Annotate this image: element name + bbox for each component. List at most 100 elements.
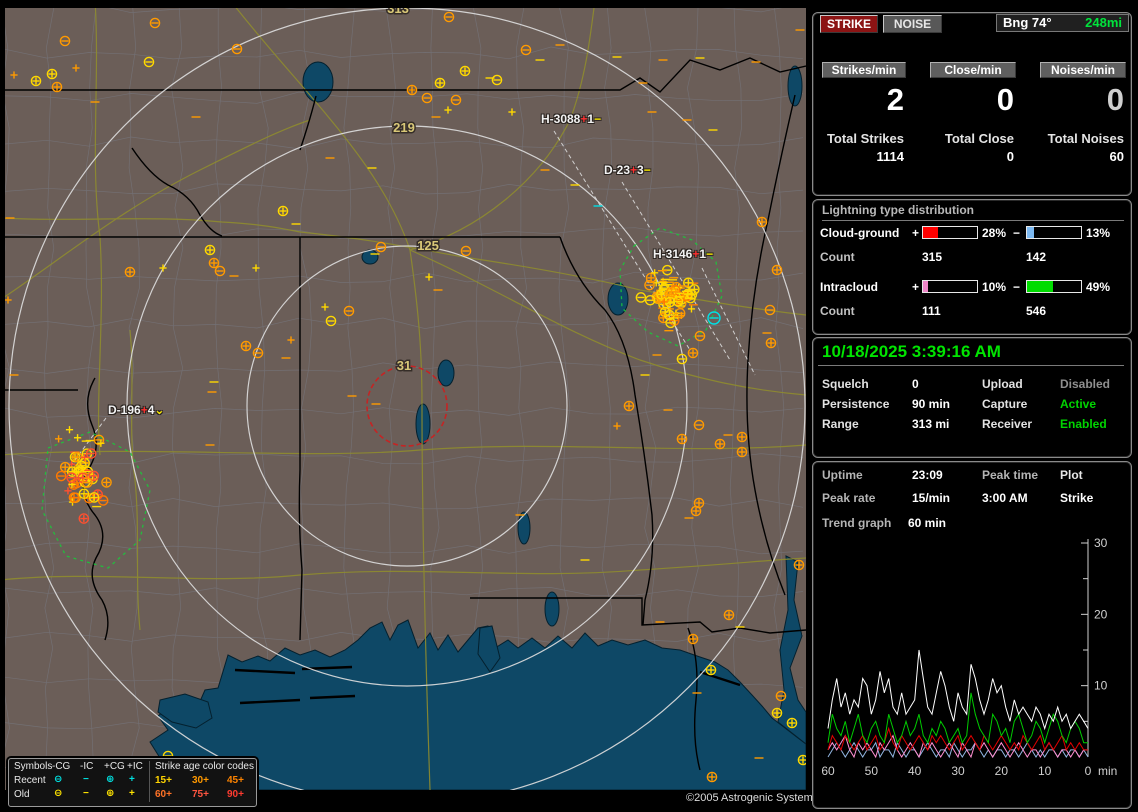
- svg-text:30: 30: [1094, 536, 1108, 550]
- ic-pos-count: 111: [922, 304, 941, 318]
- legend-age-value: 60+: [155, 789, 172, 800]
- legend-symbol-8722: −: [83, 788, 89, 799]
- legend-age-value: 75+: [192, 789, 209, 800]
- counters-panel: [812, 12, 1132, 196]
- svg-text:20: 20: [995, 764, 1009, 778]
- trend-axis-labels: 10 20 30 60 50 40 30 20 10 0 min: [821, 536, 1117, 778]
- storm-callout-label: H-3088+1−: [541, 112, 601, 126]
- svg-text:10: 10: [1038, 764, 1052, 778]
- persistence-label: Persistence: [822, 397, 890, 411]
- callout-text: 1: [699, 247, 707, 261]
- upload-value: Disabled: [1060, 377, 1111, 391]
- capture-value: Active: [1060, 397, 1097, 411]
- cg-pos-bar: [922, 226, 978, 239]
- callout-text: +: [580, 112, 588, 126]
- close-per-min-value: 0: [996, 82, 1014, 117]
- legend-age-value: 30+: [192, 775, 209, 786]
- svg-text:125: 125: [417, 238, 439, 253]
- close-per-min-header[interactable]: Close/min: [930, 62, 1016, 78]
- svg-text:219: 219: [393, 120, 415, 135]
- noise-toggle-button[interactable]: NOISE: [883, 15, 942, 33]
- storm-callout-label: D-23+3−: [604, 163, 651, 177]
- bearing-display: Bng 74° 248mi: [996, 14, 1129, 32]
- legend-row-label: Old: [14, 789, 30, 800]
- svg-text:20: 20: [1094, 607, 1108, 621]
- distribution-title: Lightning type distribution: [822, 203, 1124, 221]
- persistence-value: 90 min: [912, 397, 951, 411]
- capture-label: Capture: [982, 397, 1028, 411]
- callout-text: 4: [147, 403, 155, 417]
- peak-rate-label: Peak rate: [822, 491, 876, 505]
- cg-plus-sign: +: [912, 226, 920, 240]
- total-close-value: 0: [1006, 149, 1014, 164]
- legend-col-header: +CG: [104, 761, 125, 772]
- copyright-text: ©2005 Astrogenic Systems: [686, 792, 819, 804]
- cg-neg-bar: [1026, 226, 1082, 239]
- peak-rate-value: 15/min: [912, 491, 951, 505]
- datetime-rule: [818, 365, 1124, 366]
- storm-callout-label: H-3146+1−: [653, 247, 713, 261]
- cg-neg-pct: 13%: [1086, 226, 1111, 240]
- legend-symbol-8854: ⊖: [54, 774, 63, 785]
- noises-per-min-header[interactable]: Noises/min: [1040, 62, 1126, 78]
- ic-pos-pct: 10%: [982, 280, 1007, 294]
- state-borders-rivers: [5, 57, 806, 771]
- plot-label: Plot: [1060, 468, 1083, 482]
- noises-per-min-value: 0: [1106, 82, 1124, 117]
- legend-col-header: +IC: [127, 761, 143, 772]
- datetime-display: 10/18/2025 3:39:16 AM: [822, 342, 1001, 361]
- cg-neg-count: 142: [1026, 250, 1047, 264]
- legend-symbol-8853: ⊕: [106, 788, 115, 799]
- ic-plus-sign: +: [912, 280, 920, 294]
- legend-symbol-8722: −: [83, 774, 89, 785]
- callout-text: 1: [587, 112, 595, 126]
- legend-row-label: Recent: [14, 775, 46, 786]
- ic-neg-bar: [1026, 280, 1082, 293]
- ic-minus-sign: −: [1013, 280, 1021, 294]
- storm-cell-outlines: [41, 227, 723, 569]
- session-panel: [812, 461, 1132, 809]
- cg-pos-pct: 28%: [982, 226, 1007, 240]
- callout-text: +: [140, 403, 148, 417]
- legend-symbol-8853: ⊕: [106, 774, 115, 785]
- range-label: Range: [822, 417, 859, 431]
- legend-age-title: Strike age color codes: [155, 761, 254, 772]
- callout-text: +: [692, 247, 700, 261]
- bearing-distance: 248mi: [1085, 15, 1122, 30]
- svg-text:0: 0: [1085, 764, 1092, 778]
- legend-col-header: -CG: [52, 761, 71, 772]
- legend-symbol-8854: ⊖: [54, 788, 63, 799]
- strikes-per-min-header[interactable]: Strikes/min: [822, 62, 906, 78]
- strike-toggle-button[interactable]: STRIKE: [820, 15, 878, 33]
- callout-text: −: [706, 247, 714, 261]
- legend-col-header: Symbols: [14, 761, 53, 772]
- callout-text: D-23: [604, 163, 631, 177]
- legend-symbol-43: +: [129, 788, 135, 799]
- storm-callout-label: D-196+4⌄: [108, 403, 164, 417]
- trend-series: [827, 649, 1089, 759]
- trend-graph: 10 20 30 60 50 40 30 20 10 0 min: [821, 536, 1117, 778]
- distribution-panel: [812, 199, 1132, 335]
- svg-text:40: 40: [908, 764, 922, 778]
- svg-text:31: 31: [397, 358, 411, 373]
- ic-pos-bar: [922, 280, 978, 293]
- cloud-ground-label: Cloud-ground: [820, 226, 900, 240]
- svg-text:30: 30: [951, 764, 965, 778]
- plot-mode-value: Strike: [1060, 491, 1094, 505]
- legend-divider: [149, 761, 150, 802]
- svg-text:10: 10: [1094, 679, 1108, 693]
- range-value: 313 mi: [912, 417, 950, 431]
- callout-text: 3: [637, 163, 644, 177]
- map-legend: Symbols -CG -IC +CG +IC Strike age color code…: [8, 758, 257, 807]
- callout-text: ⌄: [154, 403, 165, 417]
- squelch-value: 0: [912, 377, 919, 391]
- total-strikes-value: 1114: [876, 149, 905, 164]
- squelch-label: Squelch: [822, 377, 869, 391]
- callout-text: −: [643, 163, 651, 177]
- trend-graph-label: Trend graph: [822, 516, 892, 530]
- ic-count-label: Count: [820, 304, 855, 318]
- svg-text:50: 50: [865, 764, 879, 778]
